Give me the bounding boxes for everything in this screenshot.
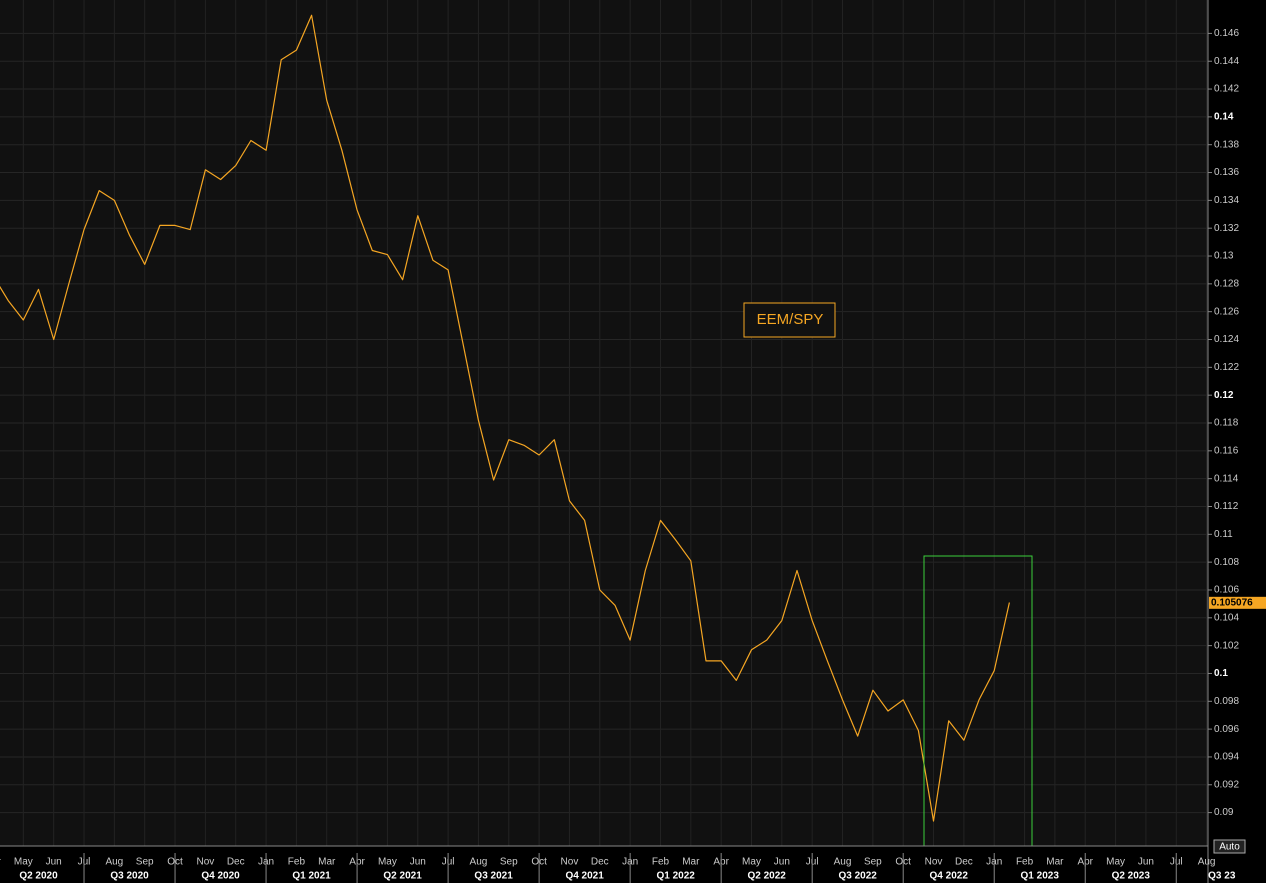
y-tick-label: 0.108	[1214, 557, 1239, 568]
x-tick-label: Mar	[318, 857, 336, 868]
y-tick-label: 0.136	[1214, 167, 1239, 178]
annotation-box	[743, 302, 836, 338]
annotation: EEM/SPY	[757, 311, 824, 328]
x-tick-label: May	[742, 857, 761, 868]
last-value-box	[1209, 596, 1266, 609]
quarter-label: Q1 2023	[1021, 871, 1060, 882]
y-tick-label: 0.138	[1214, 139, 1239, 150]
quarter-label: Q2 2020	[19, 871, 58, 882]
auto-button-label[interactable]: Auto	[1219, 842, 1240, 853]
x-tick-label: Sep	[864, 857, 882, 868]
quarter-label: Q2 2022	[747, 871, 786, 882]
y-tick-label: 0.13	[1214, 251, 1234, 262]
y-tick-label: 0.128	[1214, 278, 1239, 289]
x-tick-label: Mar	[1046, 857, 1064, 868]
quarter-label: Q1 2021	[292, 871, 331, 882]
y-tick-label: 0.102	[1214, 640, 1239, 651]
grid	[0, 0, 1208, 846]
x-tick-label: Jun	[46, 857, 62, 868]
y-axis-area	[1208, 0, 1266, 883]
x-tick-label: Jun	[1138, 857, 1154, 868]
y-tick-label: 0.134	[1214, 195, 1239, 206]
x-tick-label: Dec	[591, 857, 609, 868]
y-tick-label: 0.094	[1214, 752, 1239, 763]
quarter-label: Q3 2021	[474, 871, 513, 882]
y-tick-label: 0.122	[1214, 362, 1239, 373]
x-tick-label: Jun	[774, 857, 790, 868]
y-tick-label: 0.142	[1214, 84, 1239, 95]
y-tick-label: 0.09	[1214, 807, 1234, 818]
x-tick-label: Feb	[652, 857, 670, 868]
quarter-label: Q4 2021	[565, 871, 604, 882]
y-tick-label: 0.118	[1214, 418, 1239, 429]
y-tick-label: 0.106	[1214, 585, 1239, 596]
y-tick-label: 0.098	[1214, 696, 1239, 707]
y-tick-label: 0.144	[1214, 56, 1239, 67]
y-tick-label: 0.126	[1214, 306, 1239, 317]
x-tick-label: Aug	[105, 857, 123, 868]
x-tick-label: Nov	[196, 857, 214, 868]
quarter-label: Q3 2022	[839, 871, 878, 882]
y-tick-label: 0.1	[1214, 668, 1228, 679]
series	[0, 14, 1010, 822]
y-tick-label: 0.146	[1214, 28, 1239, 39]
x-tick-label: Mar	[682, 857, 700, 868]
x-tick-label: May	[1106, 857, 1125, 868]
y-tick-label: 0.11	[1214, 529, 1233, 540]
x-tick-label: Sep	[136, 857, 154, 868]
y-tick-label: 0.116	[1214, 445, 1239, 456]
x-tick-label: Dec	[955, 857, 973, 868]
series-line	[0, 14, 1010, 822]
auto-button[interactable]	[1213, 839, 1246, 854]
x-tick-label: Nov	[561, 857, 579, 868]
quarter-label: Q1 2022	[656, 871, 695, 882]
x-tick-label: Sep	[500, 857, 518, 868]
quarter-label: Q2 2023	[1112, 871, 1151, 882]
y-tick-label: 0.124	[1214, 334, 1239, 345]
x-tick-label: May	[378, 857, 397, 868]
y-tick-label: 0.14	[1214, 112, 1234, 123]
y-tick-label: 0.104	[1214, 612, 1239, 623]
y-tick-label: 0.096	[1214, 724, 1239, 735]
quarter-label: Q3 23	[1208, 871, 1236, 882]
y-tick-label: 0.132	[1214, 223, 1239, 234]
x-tick-label: Aug	[834, 857, 852, 868]
x-tick-label: May	[14, 857, 33, 868]
x-tick-label: Aug	[470, 857, 488, 868]
x-tick-label: Apr	[0, 857, 1, 868]
last-value-label: 0.105076	[1211, 597, 1253, 608]
x-tick-label: Dec	[227, 857, 245, 868]
y-tick-label: 0.114	[1214, 473, 1239, 484]
x-tick-label: Jun	[410, 857, 426, 868]
x-tick-label: Feb	[288, 857, 306, 868]
x-axis-area	[0, 846, 1208, 883]
y-tick-label: 0.092	[1214, 779, 1239, 790]
y-tick-label: 0.112	[1214, 501, 1239, 512]
x-tick-label: Feb	[1016, 857, 1034, 868]
x-tick-label: Nov	[925, 857, 943, 868]
quarter-label: Q4 2022	[930, 871, 969, 882]
quarter-label: Q2 2021	[383, 871, 422, 882]
x-tick-label: Aug	[1198, 857, 1216, 868]
quarter-label: Q3 2020	[110, 871, 149, 882]
quarter-label: Q4 2020	[201, 871, 240, 882]
y-tick-label: 0.12	[1214, 390, 1234, 401]
